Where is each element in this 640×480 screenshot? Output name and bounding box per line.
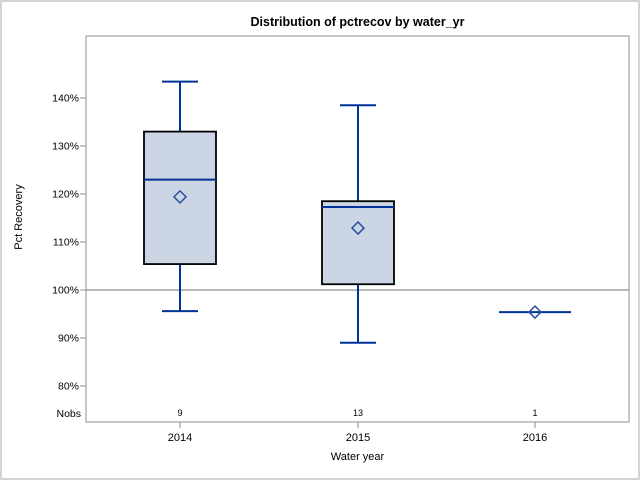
nobs-row-label: Nobs: [56, 408, 81, 420]
y-tick-label-80: 80%: [58, 381, 79, 393]
chart-title: Distribution of pctrecov by water_yr: [250, 15, 465, 29]
y-tick-label-120: 120%: [52, 189, 79, 201]
category-label-2015: 2015: [346, 432, 370, 444]
nobs-value-2014: 9: [177, 408, 182, 418]
mean-marker-2014: [172, 189, 188, 204]
box-2014: [143, 130, 217, 265]
y-tick-label-100: 100%: [52, 285, 79, 297]
y-tick-label-140: 140%: [52, 93, 79, 105]
nobs-value-2015: 13: [353, 408, 363, 418]
mean-marker-2016: [527, 305, 543, 320]
x-axis-label: Water year: [330, 451, 385, 463]
y-tick-label-110: 110%: [53, 237, 79, 249]
mean-marker-2015: [350, 221, 366, 236]
y-tick-label-130: 130%: [52, 141, 79, 153]
nobs-value-2016: 1: [532, 408, 537, 418]
y-tick-label-90: 90%: [58, 333, 79, 345]
category-label-2014: 2014: [168, 432, 192, 444]
box-2015: [321, 200, 395, 286]
category-label-2016: 2016: [523, 432, 547, 444]
